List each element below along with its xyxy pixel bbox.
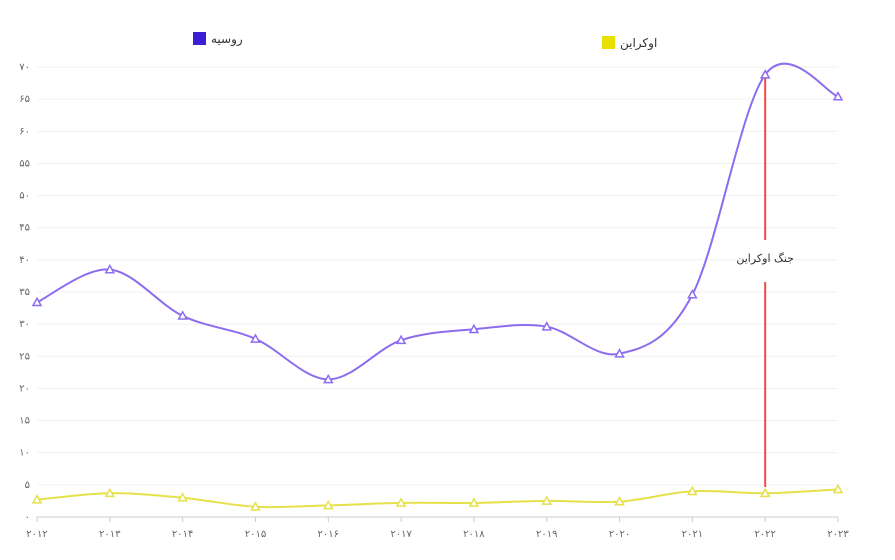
y-tick-label: ۲۰ <box>19 383 30 394</box>
y-tick-label: ۶۰ <box>19 126 30 137</box>
series-line <box>36 488 839 509</box>
x-tick-label: ۲۰۲۳ <box>827 529 849 540</box>
data-point <box>687 485 698 496</box>
data-point <box>614 496 625 506</box>
legend-label: اوکراین <box>620 36 657 51</box>
data-point <box>395 497 407 507</box>
y-tick-label: ۵۵ <box>19 158 30 169</box>
data-point <box>250 501 261 511</box>
data-point <box>832 483 844 494</box>
axes: ۰ ۵ ۱۰ ۱۵ ۲۰ ۲۵ ۳۰ ۳۵ ۴۰ ۴۵ ۵۰ ۵۵ ۶۰ ۶۵ ۷۰ ۲۰۱۲ ۲۰۱۳ ۲۰۱۴… <box>19 62 849 540</box>
data-point <box>250 333 261 343</box>
x-tick-label: ۲۰۱۵ <box>245 529 266 540</box>
annotation-layer: جنگ اوکراین <box>736 77 794 487</box>
x-tick-label: ۲۰۱۷ <box>390 529 412 540</box>
data-point <box>541 321 553 331</box>
data-point <box>614 348 625 358</box>
data-point <box>322 499 334 510</box>
data-point <box>31 494 43 504</box>
data-point <box>759 487 771 498</box>
data-point <box>31 296 43 307</box>
annotation-label: جنگ اوکراین <box>736 252 794 265</box>
x-tick-label: ۲۰۲۲ <box>754 529 775 540</box>
data-point <box>832 91 844 101</box>
data-point <box>759 69 771 79</box>
x-tick-label: ۲۰۱۹ <box>536 529 557 540</box>
y-tick-label: ۳۵ <box>19 287 30 298</box>
data-point <box>468 497 480 507</box>
data-point <box>395 334 407 345</box>
legend-swatch <box>193 32 206 45</box>
data-point <box>687 289 698 299</box>
y-tick-label: ۲۵ <box>19 351 30 362</box>
data-point <box>104 487 116 498</box>
x-tick-label: ۲۰۱۲ <box>26 529 47 540</box>
y-tick-label: ۴۰ <box>19 255 30 266</box>
data-point <box>322 373 334 384</box>
data-point <box>177 492 188 502</box>
data-point <box>104 263 116 274</box>
x-tick-label: ۲۰۱۶ <box>318 529 339 540</box>
series-line <box>36 62 839 381</box>
data-point <box>468 323 480 334</box>
y-tick-label: ۱۵ <box>19 416 30 427</box>
y-tick-label: ۵۰ <box>19 191 30 202</box>
grid-lines <box>37 66 838 518</box>
x-tick-label: ۲۰۲۱ <box>682 529 703 540</box>
data-point <box>177 310 188 320</box>
data-point <box>541 495 553 505</box>
legend-label: روسیه <box>211 32 243 47</box>
legend: روسیه اوکراین <box>193 32 657 51</box>
y-tick-label: ۳۰ <box>19 319 30 330</box>
y-tick-label: ۰ <box>25 512 30 523</box>
x-tick-label: ۲۰۲۰ <box>609 529 630 540</box>
x-tick-label: ۲۰۱۳ <box>99 529 121 540</box>
y-tick-label: ۱۰ <box>19 448 30 459</box>
x-tick-label: ۲۰۱۴ <box>172 529 193 540</box>
legend-swatch <box>602 36 615 49</box>
y-tick-label: ۶۵ <box>19 94 30 105</box>
y-tick-label: ۵ <box>25 480 30 491</box>
series-layer <box>31 62 844 511</box>
y-tick-label: ۷۰ <box>19 62 30 73</box>
x-tick-label: ۲۰۱۸ <box>463 529 485 540</box>
y-tick-label: ۴۵ <box>19 223 30 234</box>
